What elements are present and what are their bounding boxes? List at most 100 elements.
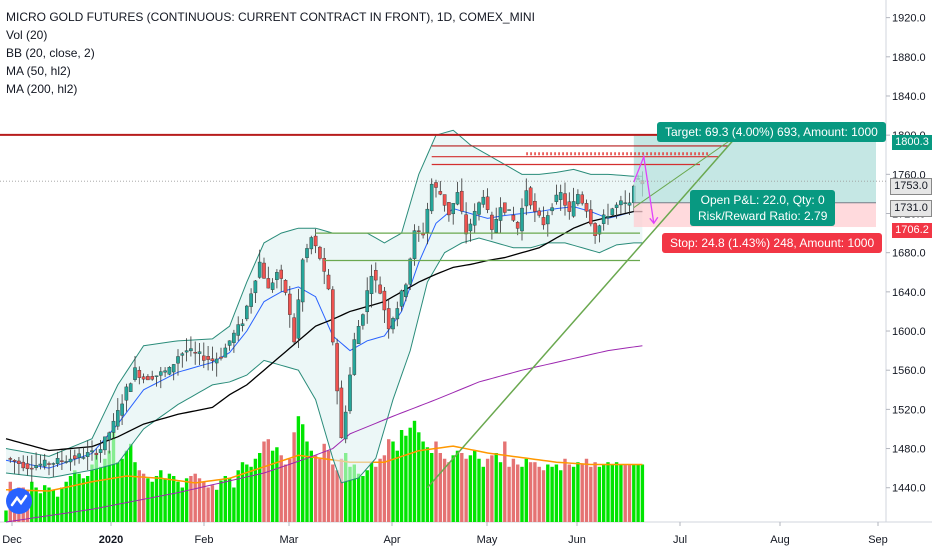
volume-bar bbox=[468, 455, 473, 522]
price-box-stop: 1706.2 bbox=[892, 223, 932, 238]
legend-ma200[interactable]: MA (200, hl2) bbox=[6, 82, 78, 96]
candle-body bbox=[481, 196, 486, 205]
candle-body bbox=[468, 223, 473, 232]
volume-bar bbox=[55, 496, 60, 522]
candle-body bbox=[214, 358, 219, 364]
candle-body bbox=[180, 353, 185, 356]
candle-body bbox=[365, 290, 370, 313]
volume-bar bbox=[507, 466, 511, 522]
legend-vol[interactable]: Vol (20) bbox=[6, 28, 48, 42]
candle-body bbox=[184, 350, 189, 353]
volume-bar bbox=[546, 464, 550, 522]
candle-body bbox=[94, 452, 99, 455]
volume-bar bbox=[438, 453, 442, 522]
candle-body bbox=[296, 299, 301, 339]
volume-bar bbox=[167, 473, 172, 522]
volume-bar bbox=[425, 447, 430, 522]
candle-body bbox=[206, 356, 210, 360]
candle-body bbox=[240, 323, 245, 327]
volume-bar bbox=[116, 462, 120, 522]
volume-bar bbox=[610, 464, 614, 522]
ma200-line bbox=[5, 345, 643, 523]
volume-bar bbox=[73, 470, 77, 522]
candle-body bbox=[55, 458, 60, 464]
candle-body bbox=[236, 324, 241, 336]
candle-body bbox=[356, 326, 361, 344]
legend-bb[interactable]: BB (20, close, 2) bbox=[6, 46, 95, 60]
tradingview-logo-icon[interactable] bbox=[6, 488, 32, 514]
candle-body bbox=[623, 202, 627, 204]
stop-callout[interactable]: Stop: 24.8 (1.43%) 248, Amount: 1000 bbox=[662, 233, 883, 253]
y-tick-label: 1440.0 bbox=[892, 483, 926, 495]
candle-body bbox=[42, 459, 47, 467]
candle-body bbox=[232, 332, 236, 343]
indicator-legend: MICRO GOLD FUTURES (CONTINUOUS: CURRENT … bbox=[6, 8, 535, 98]
volume-bar bbox=[520, 466, 524, 522]
volume-bar bbox=[331, 464, 335, 522]
volume-bar bbox=[154, 476, 159, 522]
volume-layer bbox=[4, 416, 645, 522]
candle-body bbox=[395, 308, 400, 320]
candle-body bbox=[550, 207, 554, 212]
volume-bar bbox=[189, 476, 193, 522]
volume-bar bbox=[460, 453, 464, 522]
symbol-title[interactable]: MICRO GOLD FUTURES (CONTINUOUS: CURRENT … bbox=[6, 10, 535, 24]
candle-body bbox=[64, 461, 68, 463]
volume-bar bbox=[236, 470, 240, 522]
volume-bar bbox=[288, 458, 292, 522]
volume-bar bbox=[455, 450, 460, 522]
target-callout[interactable]: Target: 69.3 (4.00%) 693, Amount: 1000 bbox=[657, 122, 886, 142]
volume-bar bbox=[245, 464, 249, 522]
candle-body bbox=[429, 183, 434, 212]
candle-body bbox=[128, 383, 133, 392]
volume-bar bbox=[305, 441, 309, 522]
legend-ma50[interactable]: MA (50, hl2) bbox=[6, 64, 71, 78]
volume-bar bbox=[150, 481, 154, 522]
open-pnl-label: Open P&L: 22.0, Qty: 0 bbox=[700, 193, 825, 207]
candle-body bbox=[25, 463, 30, 470]
candle-body bbox=[386, 308, 391, 330]
candle-body bbox=[137, 370, 142, 378]
candle-body bbox=[120, 403, 124, 416]
candle-body bbox=[219, 356, 223, 359]
candle-body bbox=[244, 305, 249, 320]
candle-body bbox=[442, 194, 447, 206]
volume-bar bbox=[417, 432, 421, 522]
candle-body bbox=[141, 376, 146, 380]
volume-bar bbox=[77, 473, 81, 522]
candle-body bbox=[438, 191, 443, 195]
candle-body bbox=[571, 201, 576, 217]
candle-body bbox=[627, 202, 632, 206]
y-tick-label: 1560.0 bbox=[892, 365, 926, 377]
volume-bar bbox=[451, 455, 455, 522]
volume-bar bbox=[279, 455, 283, 522]
pnl-callout[interactable]: Open P&L: 22.0, Qty: 0 Risk/Reward Ratio… bbox=[690, 190, 836, 226]
candle-body bbox=[300, 259, 305, 303]
volume-bar bbox=[503, 441, 507, 522]
candle-body bbox=[253, 280, 258, 294]
candle-body bbox=[343, 411, 348, 440]
candle-body bbox=[313, 235, 318, 247]
volume-bar bbox=[38, 493, 43, 522]
candle-body bbox=[580, 194, 584, 204]
volume-bar bbox=[511, 458, 516, 522]
candle-body bbox=[425, 208, 430, 233]
volume-bar bbox=[399, 430, 404, 522]
volume-bar bbox=[485, 458, 490, 522]
y-tick-label: 1600.0 bbox=[892, 326, 926, 338]
volume-bar bbox=[408, 427, 412, 522]
candle-body bbox=[197, 351, 202, 354]
volume-bar bbox=[602, 464, 606, 522]
risk-reward-label: Risk/Reward Ratio: 2.79 bbox=[698, 209, 828, 223]
volume-bar bbox=[584, 458, 589, 522]
candle-body bbox=[382, 290, 387, 311]
candle-body bbox=[447, 202, 451, 216]
candle-body bbox=[107, 432, 111, 441]
candle-body bbox=[288, 293, 292, 315]
volume-bar bbox=[146, 478, 150, 522]
volume-bar bbox=[313, 455, 318, 522]
candle-body bbox=[567, 201, 572, 212]
volume-bar bbox=[593, 462, 597, 522]
